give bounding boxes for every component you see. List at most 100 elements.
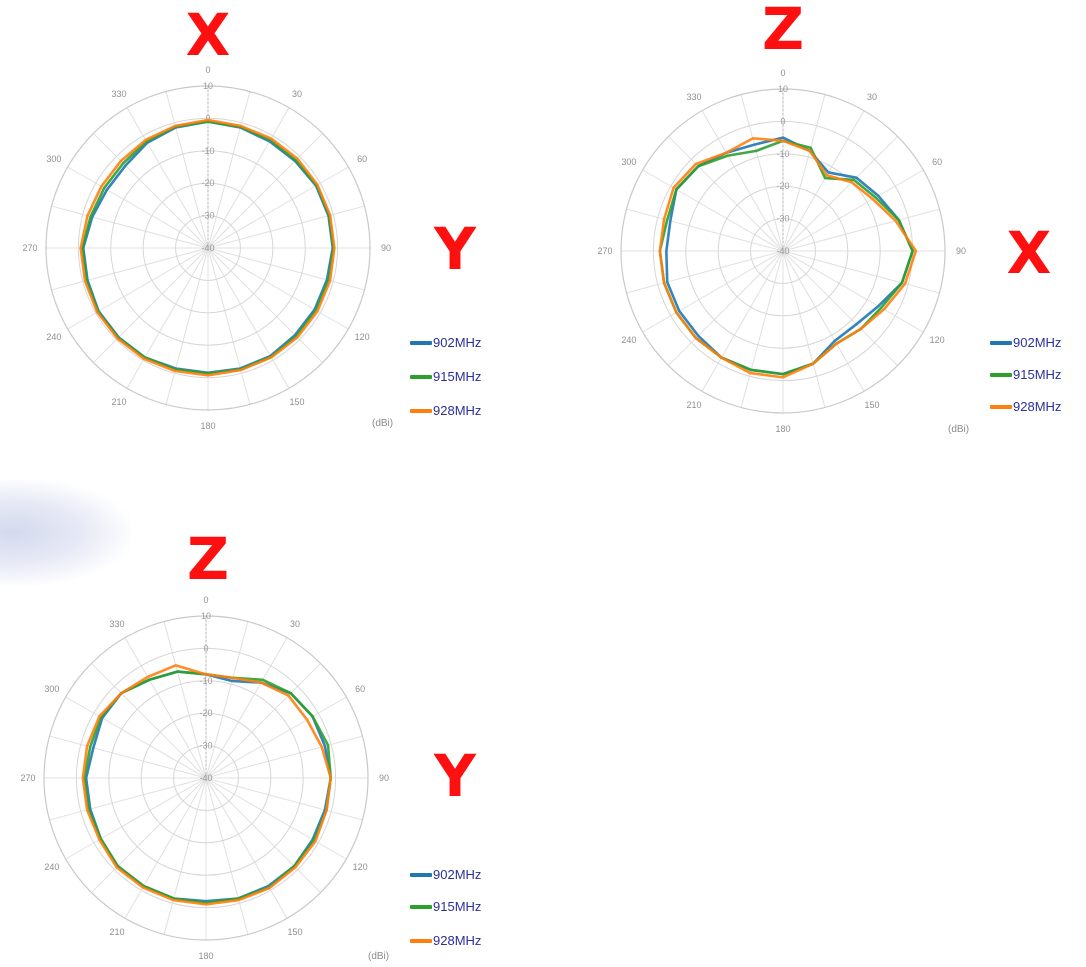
legend-swatch-902 [410, 873, 432, 877]
legend-label-902: 902MHz [433, 335, 482, 350]
r-tick-label: -40 [776, 246, 789, 256]
r-tick-label: 0 [203, 643, 208, 653]
theta-tick-label: 90 [379, 773, 389, 783]
grid-spoke [165, 247, 209, 405]
grid-spoke [626, 208, 784, 252]
theta-tick-label: 240 [44, 862, 59, 872]
grid-spoke [782, 250, 940, 294]
grid-spoke [207, 247, 251, 405]
theta-tick-label: 90 [956, 246, 966, 256]
r-tick-label: -10 [199, 676, 212, 686]
series-line-915MHz [658, 139, 914, 376]
legend-label-915: 915MHz [1013, 367, 1062, 382]
grid-spoke [126, 107, 209, 249]
grid-spoke [205, 777, 321, 893]
grid-spoke [205, 777, 288, 919]
grid-spoke [91, 777, 207, 893]
theta-tick-label: 0 [205, 65, 210, 75]
grid-spoke [124, 637, 207, 779]
legend-swatch-928 [410, 409, 432, 413]
legend-label-928: 928MHz [433, 403, 482, 418]
r-tick-label: -10 [201, 146, 214, 156]
unit-label: (dBi) [368, 951, 390, 962]
r-tick-label: -20 [201, 178, 214, 188]
theta-tick-label: 270 [22, 243, 37, 253]
grid-spoke [701, 110, 784, 252]
theta-tick-label: 180 [198, 951, 213, 961]
theta-tick-label: 150 [864, 400, 879, 410]
grid-spoke [163, 777, 207, 935]
theta-tick-label: 0 [780, 68, 785, 78]
theta-tick-label: 30 [867, 92, 877, 102]
r-tick-label: -30 [776, 214, 789, 224]
grid-spoke [642, 169, 784, 252]
r-tick-label: -30 [199, 741, 212, 751]
legend-swatch-902 [410, 341, 432, 345]
grid-spoke [782, 110, 865, 252]
grid-spoke [65, 777, 207, 860]
grid-spoke [207, 247, 323, 363]
legend-swatch-928 [410, 939, 432, 943]
grid-spoke [626, 250, 784, 294]
theta-tick-label: 120 [930, 335, 945, 345]
chart-side-letter: X [1006, 219, 1052, 287]
r-tick-label: 0 [780, 116, 785, 126]
theta-tick-label: 60 [355, 684, 365, 694]
r-tick-label: 10 [201, 611, 211, 621]
grid-spoke [163, 621, 207, 779]
grid-spoke [93, 133, 209, 249]
grid-spoke [740, 94, 784, 252]
grid-spoke [207, 247, 365, 291]
grid-spoke [93, 247, 209, 363]
theta-tick-label: 150 [289, 397, 304, 407]
chart-top-letter: Z [761, 0, 805, 63]
theta-tick-label: 150 [287, 927, 302, 937]
grid-spoke [207, 91, 251, 249]
unit-label: (dBi) [948, 424, 970, 435]
legend-swatch-928 [990, 405, 1012, 409]
polar-chart-2: 10 0 -10 -20 -30 -40 0 30 60 90 120 150 180 210 240 270… [597, 68, 966, 434]
theta-tick-label: 180 [200, 421, 215, 431]
r-tick-label: -20 [776, 181, 789, 191]
theta-tick-label: 210 [109, 927, 124, 937]
series-line-915MHz [83, 670, 333, 905]
grid-spoke [65, 696, 207, 779]
grid-spoke [782, 208, 940, 252]
chart-side-letter: Y [434, 742, 476, 810]
grid-spoke [668, 136, 784, 252]
grid-spoke [782, 94, 826, 252]
legend-label-928: 928MHz [1013, 399, 1062, 414]
polar-chart-1: 10 0 -10 -20 -30 -40 0 30 60 90 120 150 180 210 240 270… [22, 65, 391, 431]
legend-label-902: 902MHz [1013, 335, 1062, 350]
theta-tick-label: 270 [597, 246, 612, 256]
r-tick-label: 10 [203, 81, 213, 91]
r-tick-label: -30 [201, 211, 214, 221]
theta-tick-label: 60 [932, 157, 942, 167]
theta-tick-label: 270 [20, 773, 35, 783]
theta-tick-label: 240 [621, 335, 636, 345]
chart-top-letter: X [185, 1, 231, 69]
grid-spoke [207, 107, 290, 249]
legend-label-915: 915MHz [433, 369, 482, 384]
grid-spoke [782, 250, 865, 392]
theta-tick-label: 120 [355, 332, 370, 342]
theta-tick-label: 210 [686, 400, 701, 410]
series-line-928MHz [658, 137, 918, 379]
grid-spoke [205, 735, 363, 779]
grid-spoke [126, 247, 209, 389]
grid-spoke [51, 247, 209, 291]
grid-spoke [67, 247, 209, 330]
grid-spoke [51, 205, 209, 249]
grid-spoke [205, 777, 347, 860]
legend-swatch-902 [990, 341, 1012, 345]
r-tick-label: -40 [199, 773, 212, 783]
grid-spoke [207, 133, 323, 249]
r-tick-label: 0 [205, 113, 210, 123]
chart-top-letter: Z [186, 525, 230, 593]
theta-tick-label: 330 [109, 619, 124, 629]
grid-spoke [782, 250, 898, 366]
theta-tick-label: 240 [46, 332, 61, 342]
grid-spoke [642, 250, 784, 333]
grid-spoke [782, 250, 924, 333]
grid-spoke [207, 247, 290, 389]
